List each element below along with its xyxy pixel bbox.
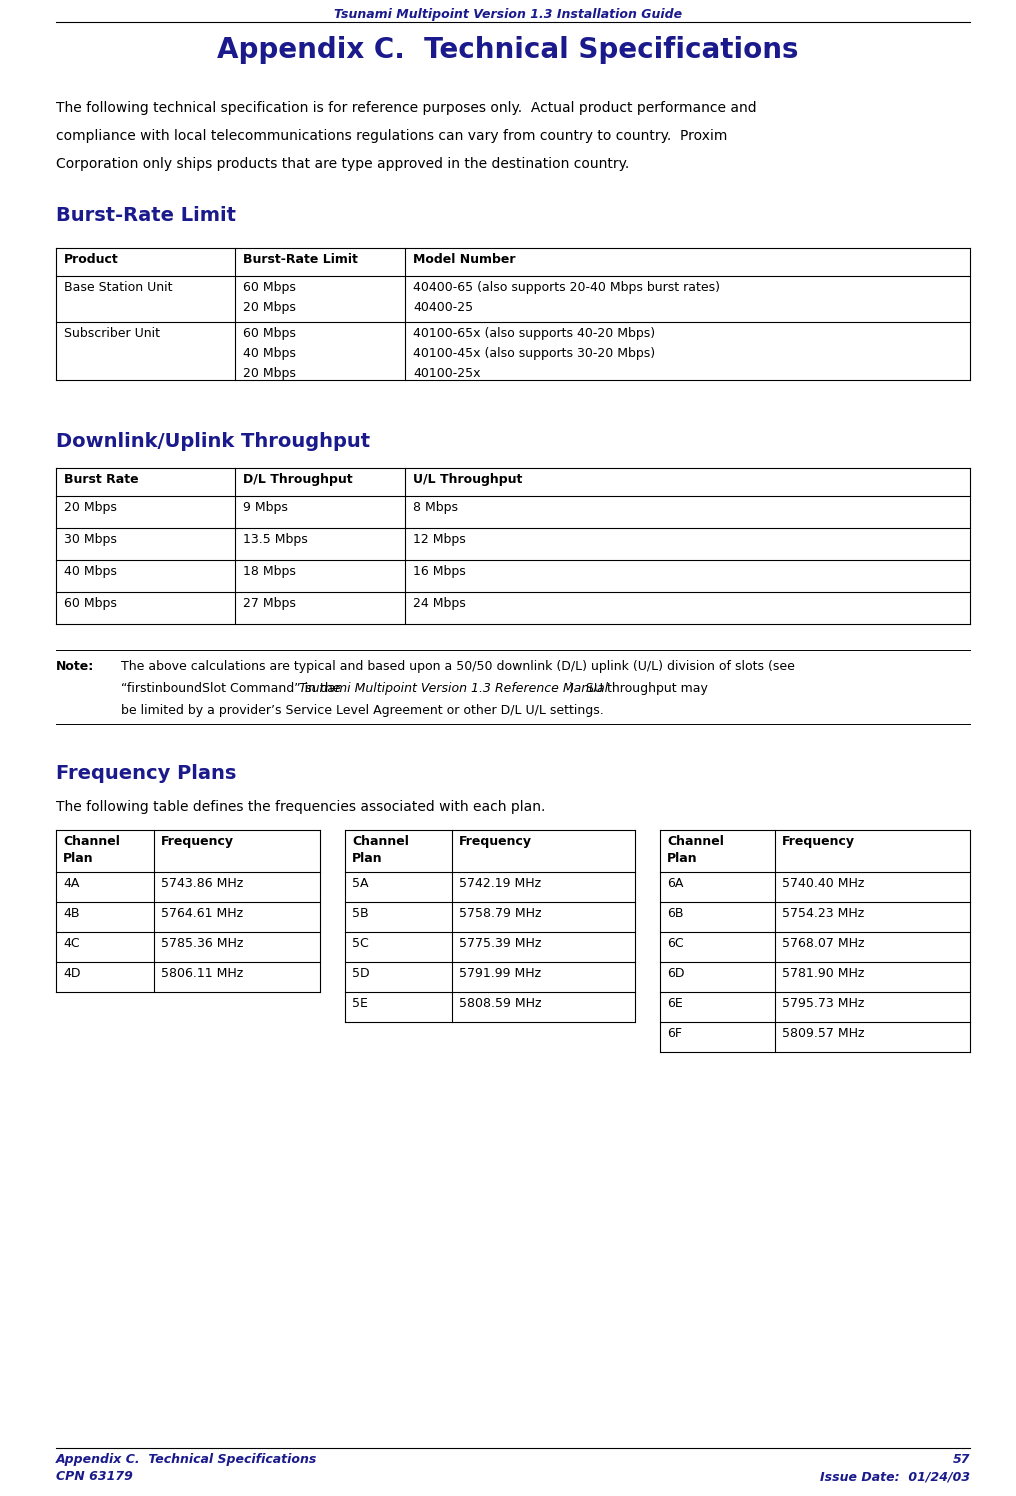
Text: 5768.07 MHz: 5768.07 MHz [781,936,865,950]
Text: The above calculations are typical and based upon a 50/50 downlink (D/L) uplink : The above calculations are typical and b… [121,660,795,673]
Text: 6A: 6A [666,877,684,890]
Text: 4D: 4D [63,966,80,980]
Text: 16 Mbps: 16 Mbps [412,565,465,577]
Text: 12 Mbps: 12 Mbps [412,533,465,546]
Text: Corporation only ships products that are type approved in the destination countr: Corporation only ships products that are… [56,157,629,171]
Text: The following table defines the frequencies associated with each plan.: The following table defines the frequenc… [56,800,546,814]
Text: 5743.86 MHz: 5743.86 MHz [161,877,243,890]
Text: Frequency Plans: Frequency Plans [56,764,237,782]
Text: Model Number: Model Number [412,253,515,266]
Text: 5764.61 MHz: 5764.61 MHz [161,907,243,920]
Text: 40100-65x (also supports 40-20 Mbps)
40100-45x (also supports 30-20 Mbps)
40100-: 40100-65x (also supports 40-20 Mbps) 401… [412,328,655,380]
Text: 8 Mbps: 8 Mbps [412,501,458,515]
Text: 5B: 5B [352,907,369,920]
Text: U/L Throughput: U/L Throughput [412,473,522,486]
Text: 24 Mbps: 24 Mbps [412,597,465,610]
Text: 5795.73 MHz: 5795.73 MHz [781,996,864,1010]
Text: 6C: 6C [666,936,684,950]
Text: 5E: 5E [352,996,368,1010]
Text: 6E: 6E [666,996,683,1010]
Text: 5775.39 MHz: 5775.39 MHz [459,936,542,950]
Text: Frequency: Frequency [161,835,234,848]
Text: D/L Throughput: D/L Throughput [243,473,353,486]
Text: Base Station Unit: Base Station Unit [64,281,173,295]
Text: ).  SU throughput may: ). SU throughput may [569,682,708,696]
Text: 5781.90 MHz: 5781.90 MHz [781,966,864,980]
Text: 9 Mbps: 9 Mbps [243,501,288,515]
Text: 6B: 6B [666,907,684,920]
Text: “firstinboundSlot Command” in the: “firstinboundSlot Command” in the [121,682,344,696]
Text: 40 Mbps: 40 Mbps [64,565,117,577]
Text: 5809.57 MHz: 5809.57 MHz [781,1026,865,1040]
Text: The following technical specification is for reference purposes only.  Actual pr: The following technical specification is… [56,102,757,115]
Text: 4C: 4C [63,936,79,950]
Text: 4A: 4A [63,877,79,890]
Text: Appendix C.  Technical Specifications: Appendix C. Technical Specifications [217,36,799,64]
Text: be limited by a provider’s Service Level Agreement or other D/L U/L settings.: be limited by a provider’s Service Level… [121,705,604,717]
Text: 5A: 5A [352,877,369,890]
Text: Burst-Rate Limit: Burst-Rate Limit [56,206,236,224]
Text: 5785.36 MHz: 5785.36 MHz [161,936,243,950]
Text: Tsunami Multipoint Version 1.3 Reference Manual: Tsunami Multipoint Version 1.3 Reference… [299,682,609,696]
Text: 5C: 5C [352,936,369,950]
Text: 40400-65 (also supports 20-40 Mbps burst rates)
40400-25: 40400-65 (also supports 20-40 Mbps burst… [412,281,720,314]
Text: compliance with local telecommunications regulations can vary from country to co: compliance with local telecommunications… [56,129,727,144]
Text: 5806.11 MHz: 5806.11 MHz [161,966,243,980]
Text: 30 Mbps: 30 Mbps [64,533,117,546]
Text: Downlink/Uplink Throughput: Downlink/Uplink Throughput [56,432,370,450]
Text: 60 Mbps
20 Mbps: 60 Mbps 20 Mbps [243,281,296,314]
Text: 18 Mbps: 18 Mbps [243,565,296,577]
Text: Note:: Note: [56,660,94,673]
Text: 27 Mbps: 27 Mbps [243,597,296,610]
Text: Tsunami Multipoint Version 1.3 Installation Guide: Tsunami Multipoint Version 1.3 Installat… [334,7,682,21]
Text: CPN 63179: CPN 63179 [56,1471,133,1483]
Text: Frequency: Frequency [459,835,532,848]
Text: 6D: 6D [666,966,685,980]
Text: 5808.59 MHz: 5808.59 MHz [459,996,542,1010]
Text: Channel
Plan: Channel Plan [352,835,408,865]
Text: Channel
Plan: Channel Plan [63,835,120,865]
Text: 6F: 6F [666,1026,682,1040]
Text: Appendix C.  Technical Specifications: Appendix C. Technical Specifications [56,1453,317,1466]
Text: 5740.40 MHz: 5740.40 MHz [781,877,864,890]
Text: Subscriber Unit: Subscriber Unit [64,328,160,340]
Text: 5758.79 MHz: 5758.79 MHz [459,907,542,920]
Text: 60 Mbps: 60 Mbps [64,597,117,610]
Text: Channel
Plan: Channel Plan [666,835,723,865]
Text: 5791.99 MHz: 5791.99 MHz [459,966,542,980]
Text: Burst-Rate Limit: Burst-Rate Limit [243,253,358,266]
Text: Burst Rate: Burst Rate [64,473,138,486]
Text: 20 Mbps: 20 Mbps [64,501,117,515]
Text: 60 Mbps
40 Mbps
20 Mbps: 60 Mbps 40 Mbps 20 Mbps [243,328,296,380]
Text: 57: 57 [953,1453,970,1466]
Text: Issue Date:  01/24/03: Issue Date: 01/24/03 [820,1471,970,1483]
Text: 5754.23 MHz: 5754.23 MHz [781,907,864,920]
Text: 5D: 5D [352,966,370,980]
Text: 5742.19 MHz: 5742.19 MHz [459,877,542,890]
Text: 13.5 Mbps: 13.5 Mbps [243,533,308,546]
Text: Product: Product [64,253,119,266]
Text: 4B: 4B [63,907,79,920]
Text: Frequency: Frequency [781,835,854,848]
